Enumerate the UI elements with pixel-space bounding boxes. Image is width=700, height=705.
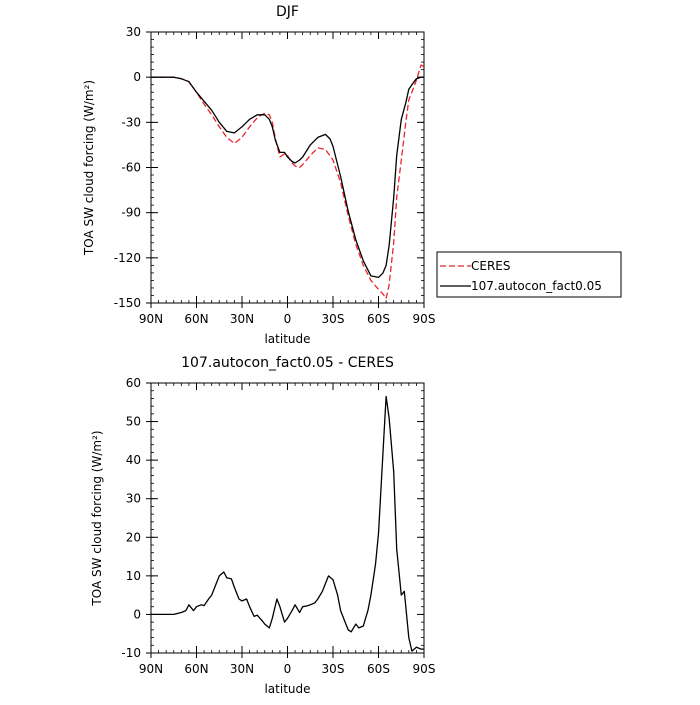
x-tick-label: 30S (322, 312, 345, 326)
y-tick-label: -30 (121, 115, 141, 129)
plot-frame (150, 31, 425, 304)
legend: CERES 107.autocon_fact0.05 (436, 251, 622, 298)
legend-label-model: 107.autocon_fact0.05 (471, 279, 602, 293)
x-axis-title: latitude (264, 682, 310, 696)
x-tick-label: 90S (413, 662, 436, 676)
legend-label-ceres: CERES (471, 259, 511, 273)
y-tick-label: -90 (121, 206, 141, 220)
x-tick-label: 60S (367, 662, 390, 676)
y-tick-label: -120 (114, 251, 141, 265)
y-axis-title: TOA SW cloud forcing (W/m²) (90, 430, 104, 606)
series-line-107-autocon-fact0-05 (151, 76, 424, 279)
y-tick-label: -150 (114, 296, 141, 310)
x-tick-label: 30S (322, 662, 345, 676)
y-tick-label: 30 (126, 25, 141, 39)
series-line-difference (151, 395, 424, 652)
chart-title: 107.autocon_fact0.05 - CERES (181, 355, 394, 371)
x-tick-label: 0 (284, 662, 292, 676)
x-tick-label: 30N (230, 312, 254, 326)
x-tick-label: 30N (230, 662, 254, 676)
x-tick-label: 60S (367, 312, 390, 326)
panel-bottom-difference: 107.autocon_fact0.05 - CERES latitude TO… (90, 355, 435, 696)
y-tick-label: -60 (121, 161, 141, 175)
chart-title: DJF (276, 4, 299, 20)
y-tick-label: 40 (126, 453, 141, 467)
legend-box (436, 251, 622, 298)
x-tick-label: 60N (184, 662, 208, 676)
y-tick-label: 0 (133, 70, 141, 84)
panel-top-djf: DJF latitude TOA SW cloud forcing (W/m²)… (82, 4, 435, 346)
y-tick-label: 20 (126, 530, 141, 544)
y-tick-label: -10 (121, 646, 141, 660)
plot-frame (150, 382, 425, 654)
x-tick-label: 90S (413, 312, 436, 326)
x-tick-label: 90N (139, 662, 163, 676)
x-tick-label: 60N (184, 312, 208, 326)
x-axis-title: latitude (264, 332, 310, 346)
y-tick-label: 0 (133, 607, 141, 621)
y-tick-label: 10 (126, 569, 141, 583)
y-axis-title: TOA SW cloud forcing (W/m²) (82, 80, 96, 256)
y-tick-label: 50 (126, 415, 141, 429)
series-line-ceres (151, 64, 425, 300)
y-tick-label: 30 (126, 492, 141, 506)
x-tick-label: 90N (139, 312, 163, 326)
x-tick-label: 0 (284, 312, 292, 326)
y-tick-label: 60 (126, 376, 141, 390)
